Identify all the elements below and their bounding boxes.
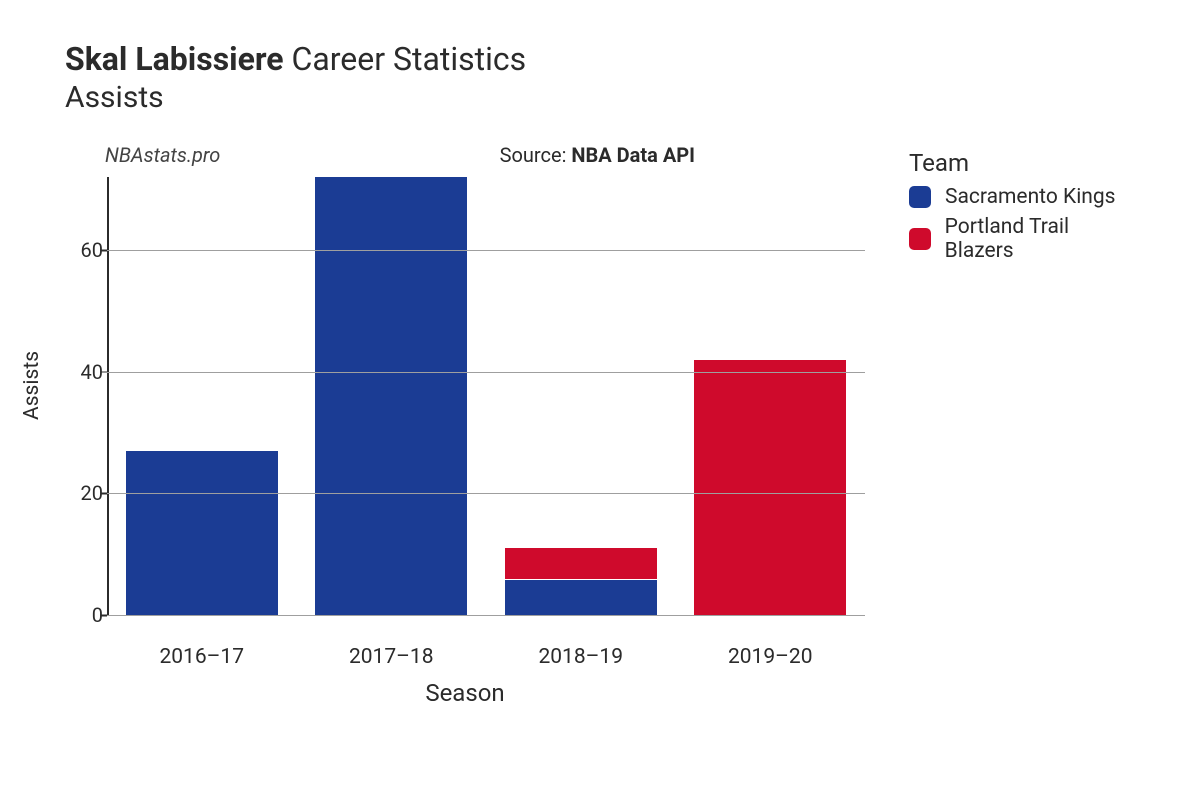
bar [315, 177, 467, 615]
chart-title-bold: Skal Labissiere [65, 40, 284, 78]
source-name: NBA Data API [571, 143, 695, 167]
y-tick-label: 60 [67, 238, 103, 262]
y-tick-mark [101, 371, 107, 373]
legend-label: Sacramento Kings [945, 185, 1116, 209]
source-prefix: Source: [500, 143, 572, 167]
bar-slot [297, 177, 487, 615]
y-tick-label: 0 [67, 603, 103, 627]
bar-segment [126, 451, 278, 615]
y-tick-label: 40 [67, 360, 103, 384]
gridline [107, 615, 865, 616]
y-tick-label: 20 [67, 481, 103, 505]
bar [694, 360, 846, 616]
legend-item: Sacramento Kings [909, 185, 1140, 209]
x-axis-label: Season [425, 679, 504, 707]
legend-label: Portland Trail Blazers [945, 215, 1140, 263]
gridline [107, 493, 865, 494]
x-tick-label: 2019–20 [728, 645, 813, 669]
watermark: NBAstats.pro [105, 143, 220, 167]
bars-container [107, 177, 865, 615]
gridline [107, 372, 865, 373]
legend-swatch [909, 186, 931, 208]
y-axis-label: Assists [20, 351, 44, 420]
chart-subtitle: Assists [65, 80, 1140, 115]
chart-title: Skal Labissiere Career Statistics [65, 40, 1140, 78]
bar [505, 548, 657, 615]
bar-segment [505, 548, 657, 578]
plot-region: Season 02040602016–172017–182018–192019–… [65, 177, 865, 637]
x-tick-label: 2016–17 [159, 645, 244, 669]
legend-title: Team [909, 149, 1140, 177]
x-tick-label: 2018–19 [538, 645, 623, 669]
bar-segment [694, 360, 846, 616]
bar-slot [486, 548, 676, 615]
y-tick-mark [101, 615, 107, 617]
bar-segment [505, 579, 657, 616]
bar-segment [315, 177, 467, 615]
y-tick-mark [101, 493, 107, 495]
legend: Team Sacramento Kings Portland Trail Blaz… [909, 149, 1140, 269]
source-attribution: Source: NBA Data API [500, 143, 695, 167]
x-tick-label: 2017–18 [349, 645, 434, 669]
bar-slot [676, 360, 866, 616]
chart-title-rest: Career Statistics [284, 40, 527, 78]
legend-swatch [909, 228, 931, 250]
y-tick-mark [101, 250, 107, 252]
bar-slot [107, 451, 297, 615]
bar [126, 451, 278, 615]
legend-item: Portland Trail Blazers [909, 215, 1140, 263]
chart-area: NBAstats.pro Source: NBA Data API Season… [65, 143, 865, 637]
gridline [107, 250, 865, 251]
